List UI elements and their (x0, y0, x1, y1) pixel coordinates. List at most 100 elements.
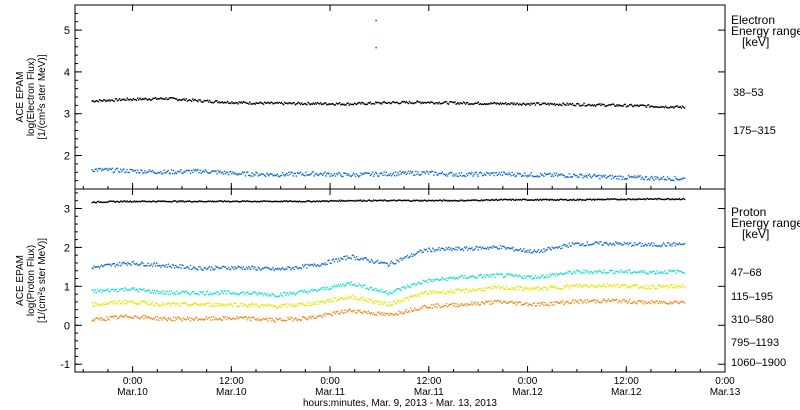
data-point (318, 301, 321, 303)
data-point (399, 288, 401, 290)
data-point (472, 103, 474, 106)
data-point (387, 294, 390, 296)
data-point (169, 97, 172, 99)
data-point (148, 316, 150, 319)
data-point (220, 200, 222, 202)
data-point (275, 268, 277, 271)
data-point (555, 300, 558, 303)
data-point (189, 293, 192, 296)
data-point (373, 103, 376, 105)
data-point (255, 171, 257, 173)
data-point (362, 200, 364, 202)
data-point (132, 317, 135, 319)
data-point (622, 198, 624, 201)
data-point (474, 102, 476, 104)
data-point (463, 246, 466, 248)
data-point (677, 287, 679, 289)
data-point (92, 305, 94, 308)
data-point (525, 174, 527, 177)
data-point (92, 267, 94, 269)
data-point (326, 173, 328, 175)
data-point (657, 272, 659, 274)
data-point (633, 244, 635, 247)
data-point (238, 201, 240, 203)
data-point (329, 301, 331, 303)
data-point (144, 170, 146, 172)
data-point (511, 198, 513, 201)
data-point (627, 198, 630, 200)
data-point (479, 200, 482, 202)
data-point (279, 102, 282, 104)
data-point (579, 198, 581, 200)
legend-title-line: Energy ranges (731, 24, 800, 38)
data-point (481, 103, 484, 105)
data-point (389, 262, 392, 264)
data-point (508, 288, 510, 290)
data-point (115, 98, 118, 100)
data-point (325, 263, 327, 266)
data-point (343, 284, 345, 287)
data-point (193, 169, 195, 171)
data-point (257, 292, 259, 295)
data-point (369, 312, 372, 314)
data-point (673, 107, 675, 109)
data-point (154, 172, 157, 175)
data-point (389, 199, 392, 202)
data-point (202, 269, 204, 271)
data-point (671, 106, 673, 108)
data-point (581, 174, 583, 176)
data-point (204, 318, 206, 320)
data-point (432, 170, 434, 173)
data-point (277, 102, 279, 105)
data-point (523, 289, 525, 291)
data-point (550, 199, 552, 201)
data-point (289, 267, 291, 269)
data-point (242, 317, 245, 319)
data-point (417, 309, 419, 311)
data-point (680, 198, 683, 201)
data-point (398, 199, 400, 201)
data-point (515, 304, 518, 306)
data-point (263, 292, 266, 294)
data-point (390, 102, 393, 104)
data-point (598, 103, 600, 106)
data-point (629, 176, 632, 178)
data-point (637, 300, 639, 303)
data-point (350, 296, 352, 298)
data-point (163, 264, 165, 267)
data-point (272, 103, 274, 105)
data-point (523, 175, 525, 177)
data-point (385, 102, 387, 104)
data-point (202, 303, 204, 305)
data-point (548, 275, 550, 278)
data-point (231, 304, 233, 306)
data-point (152, 97, 155, 100)
data-point (585, 302, 587, 304)
data-point (125, 262, 127, 265)
data-point (227, 303, 230, 305)
data-point (418, 293, 420, 295)
data-point (359, 200, 361, 202)
data-point (601, 176, 603, 178)
data-point (577, 300, 579, 303)
data-point (419, 101, 421, 103)
data-point (443, 292, 446, 294)
data-point (473, 290, 475, 292)
data-point (355, 285, 358, 287)
data-point (322, 262, 324, 265)
data-point (446, 175, 449, 177)
data-point (535, 102, 538, 104)
data-point (209, 269, 212, 271)
data-point (519, 173, 522, 175)
data-point (468, 103, 470, 106)
data-point (171, 302, 174, 305)
data-point (614, 105, 616, 107)
data-point (525, 277, 527, 279)
data-point (340, 297, 342, 299)
data-point (602, 174, 604, 177)
data-point (498, 301, 501, 303)
data-point (198, 172, 200, 174)
data-point (436, 199, 438, 202)
data-point (579, 173, 581, 176)
data-point (440, 103, 442, 105)
